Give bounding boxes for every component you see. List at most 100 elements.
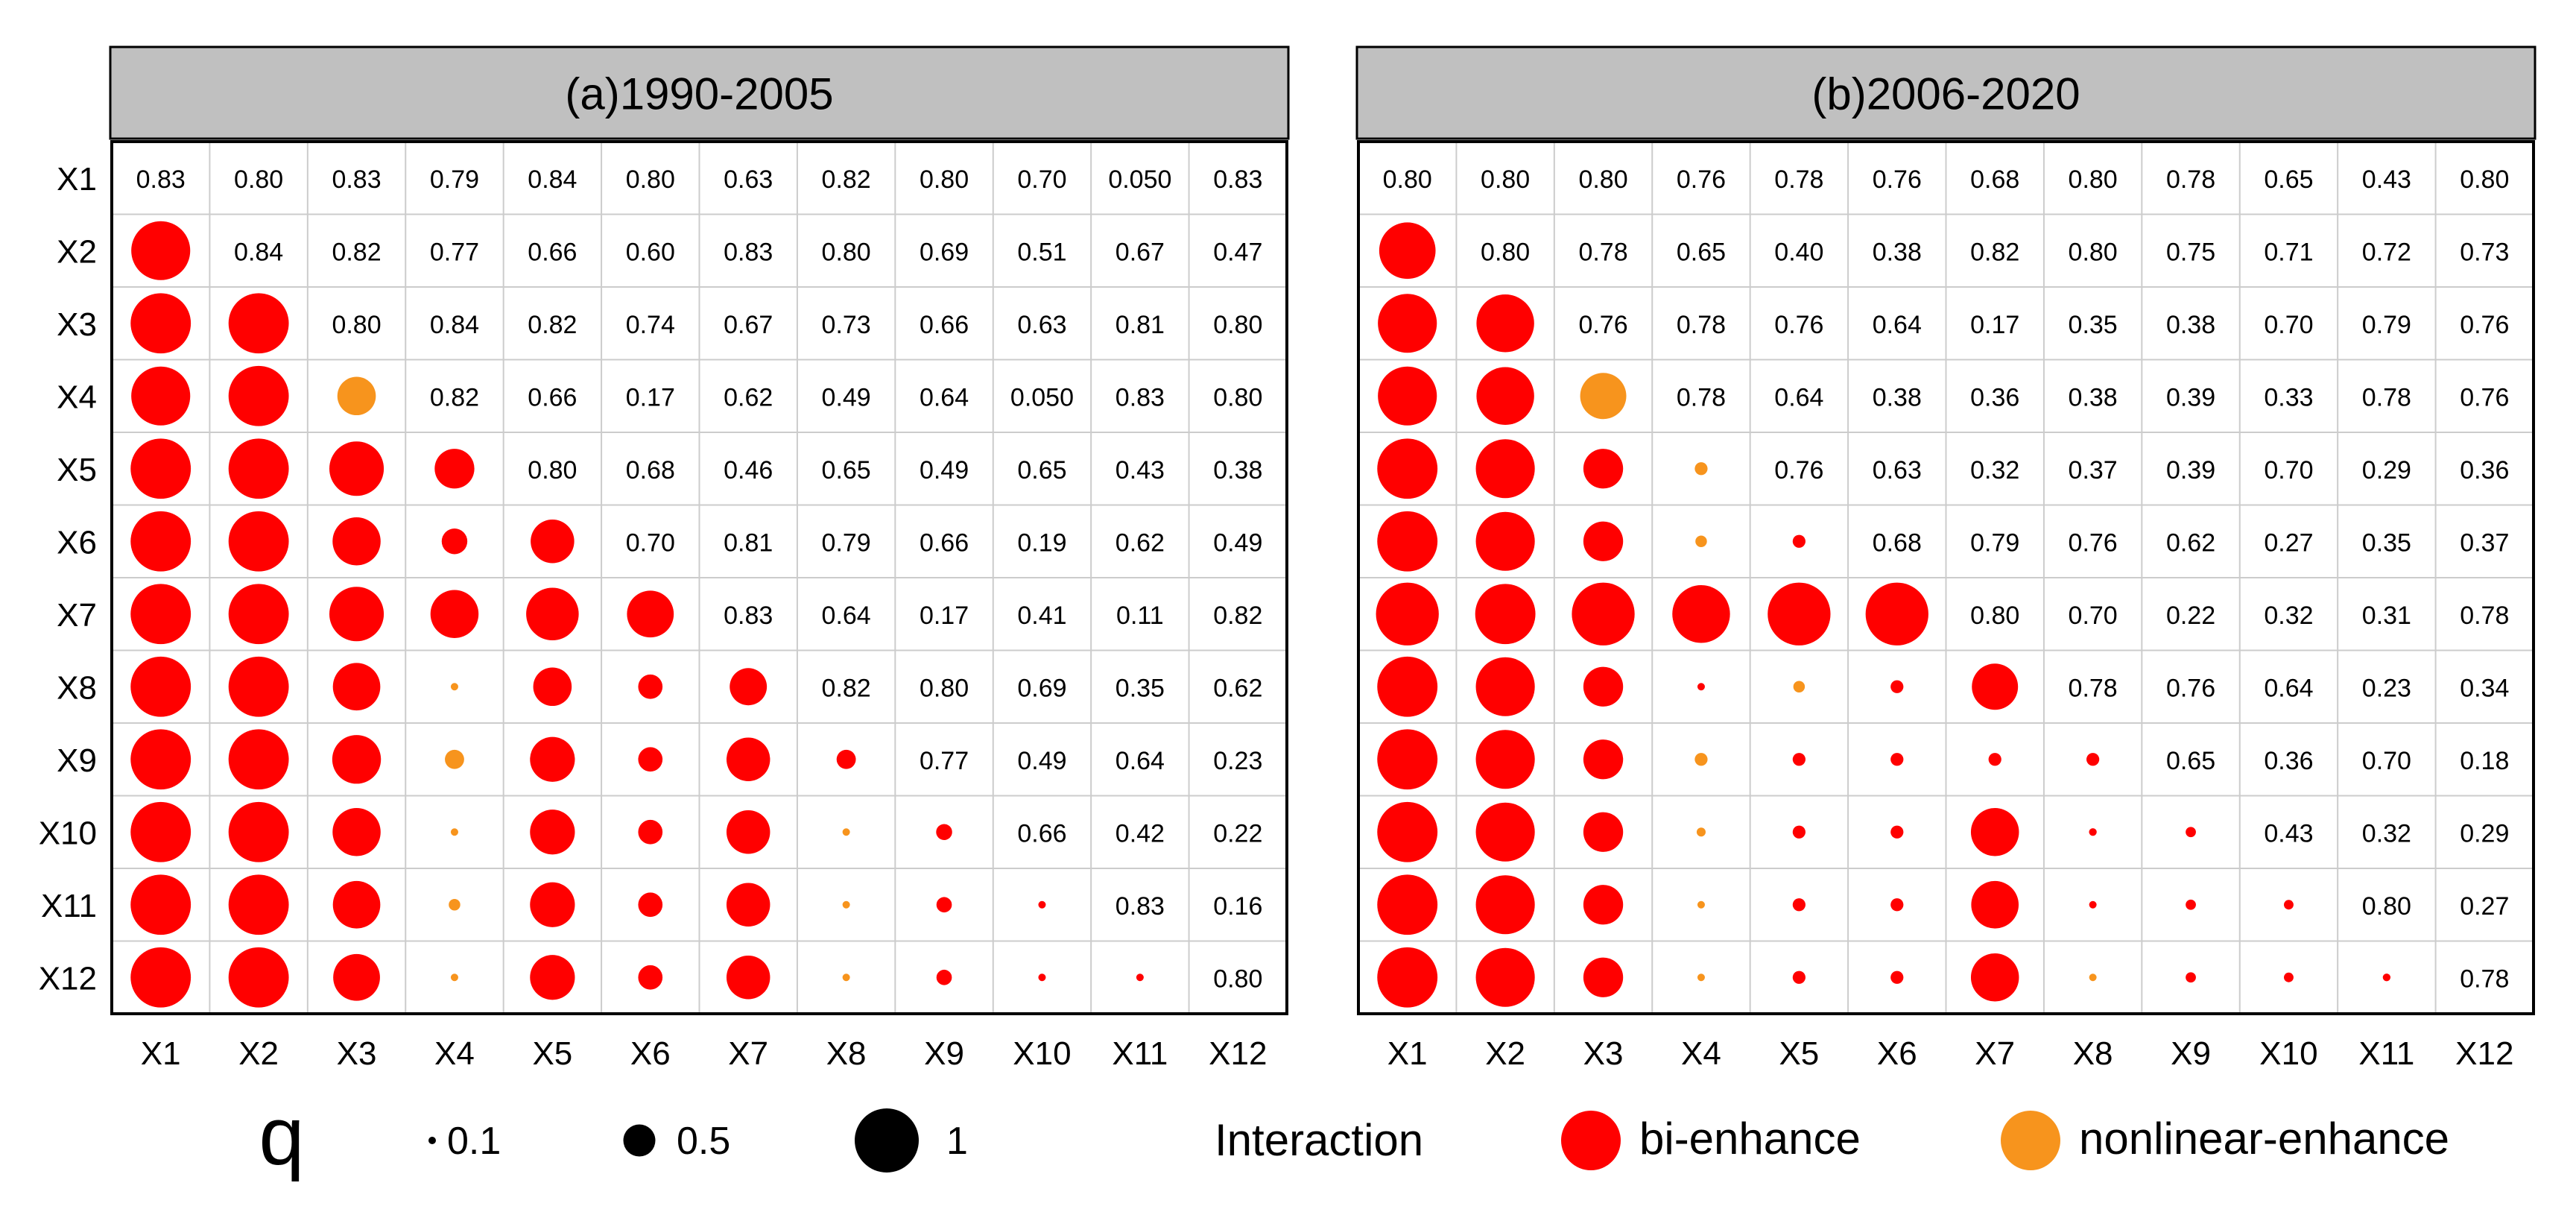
panel-b-x-tick-label: X12	[2455, 1035, 2513, 1072]
panel-a-interaction-circle	[130, 729, 192, 790]
panel-b-interaction-circle	[1377, 511, 1438, 572]
panel-b-interaction-circle	[2089, 900, 2097, 909]
panel-b-value-label: 0.35	[2362, 528, 2411, 557]
legend-size-swatch	[623, 1124, 656, 1157]
panel-a-x-tick-label: X7	[728, 1035, 768, 1072]
panel-a-interaction-circle	[450, 683, 458, 691]
panel-b-interaction-circle	[1792, 753, 1806, 766]
panel-b-value-label: 0.71	[2264, 238, 2313, 266]
panel-b-interaction-circle	[1890, 898, 1904, 912]
panel-b-value-label: 0.79	[1970, 528, 2019, 557]
panel-a-interaction-circle	[936, 897, 952, 913]
panel-a-interaction-circle	[530, 955, 575, 1000]
panel-b-value-label: 0.80	[1481, 238, 1530, 266]
panel-b-value-label: 0.70	[2264, 311, 2313, 339]
panel-a-value-label: 0.77	[430, 238, 479, 266]
panel-b-x-tick-label: X1	[1387, 1035, 1428, 1072]
panel-b-value-label: 0.68	[1970, 165, 2019, 194]
panel-b-value-label: 0.22	[2166, 602, 2215, 630]
panel-a-value-label: 0.16	[1213, 892, 1262, 921]
panel-b-interaction-circle	[1792, 534, 1806, 548]
panel-a-interaction-circle	[533, 667, 572, 707]
panel-a-interaction-circle	[333, 953, 380, 1001]
panel-b-value-label: 0.23	[2362, 674, 2411, 702]
panel-b-value-label: 0.65	[2264, 165, 2313, 194]
y-tick-label: X8	[57, 669, 97, 706]
panel-a-interaction-circle	[131, 366, 191, 426]
panel-a-interaction-circle	[1038, 900, 1046, 909]
panel-a-value-label: 0.66	[920, 311, 969, 339]
panel-b-value-label: 0.80	[2069, 238, 2118, 266]
panel-a-value-label: 0.82	[430, 383, 479, 411]
panel-b-interaction-circle	[1376, 582, 1439, 646]
legend-color-swatch	[1561, 1111, 1621, 1170]
panel-a-interaction-circle	[131, 221, 191, 280]
panel-a-x-tick-label: X3	[337, 1035, 377, 1072]
panel-b-interaction-circle	[1583, 449, 1624, 489]
panel-b-interaction-circle	[1694, 462, 1708, 476]
panel-a-interaction-circle	[936, 824, 952, 840]
panel-b-value-label: 0.78	[1677, 383, 1726, 411]
panel-a-interaction-circle	[450, 828, 458, 836]
panel-b-value-label: 0.75	[2166, 238, 2215, 266]
panel-b-x-tick-label: X5	[1779, 1035, 1819, 1072]
panel-b-x-tick-label: X2	[1485, 1035, 1525, 1072]
panel-b-interaction-circle	[1580, 373, 1627, 420]
panel-b-interaction-circle	[1793, 681, 1806, 692]
legend-size-label: 0.1	[447, 1120, 501, 1163]
panel-a-x-tick-label: X12	[1209, 1035, 1267, 1072]
panel-b-interaction-circle	[1792, 825, 1806, 839]
panel-a-interaction-circle	[130, 874, 192, 935]
panel-b-value-label: 0.43	[2264, 819, 2313, 848]
panel-b-frame	[1357, 140, 2535, 1015]
panel-b-value-label: 0.78	[1578, 238, 1627, 266]
panel-a-interaction-circle	[836, 749, 856, 769]
panel-b-interaction-circle	[1377, 438, 1438, 499]
panel-a-interaction-circle	[332, 663, 381, 711]
panel-b-value-label: 0.65	[2166, 747, 2215, 775]
panel-a-value-label: 0.49	[920, 456, 969, 485]
panel-b-interaction-circle	[1672, 585, 1730, 643]
panel-a-value-label: 0.83	[1115, 892, 1165, 921]
panel-b-interaction-circle	[1572, 582, 1635, 646]
panel-a-value-label: 0.66	[528, 383, 577, 411]
panel-a-value-label: 0.69	[1017, 674, 1066, 702]
panel-a-interaction-circle	[130, 584, 192, 645]
panel-b-interaction-circle	[1694, 753, 1708, 766]
panel-b-value-label: 0.82	[1970, 238, 2019, 266]
panel-a-value-label: 0.050	[1010, 383, 1074, 411]
panel-b-interaction-circle	[1475, 511, 1535, 571]
panel-a-value-label: 0.82	[822, 165, 871, 194]
panel-a-value-label: 0.84	[234, 238, 283, 266]
panel-b-value-label: 0.80	[1383, 165, 1432, 194]
panel-a-value-label: 0.64	[920, 383, 969, 411]
panel-a-interaction-circle	[638, 819, 663, 845]
panel-a-interaction-circle	[842, 973, 850, 982]
panel-a-value-label: 0.65	[1017, 456, 1066, 485]
panel-b-value-label: 0.64	[2264, 674, 2313, 702]
panel-a-interaction-circle	[638, 747, 663, 772]
panel-b-x-tick-label: X11	[2358, 1035, 2414, 1072]
legend-size-title: q	[259, 1091, 304, 1182]
legend-size-swatch	[428, 1137, 436, 1144]
legend-color-swatch	[2001, 1111, 2060, 1170]
panel-a-value-label: 0.84	[528, 165, 577, 194]
panel-a-value-label: 0.77	[920, 747, 969, 775]
panel-a-x-tick-label: X4	[434, 1035, 475, 1072]
panel-b-value-label: 0.17	[1970, 311, 2019, 339]
panel-a-interaction-circle	[530, 736, 575, 782]
panel-b-x-tick-label: X9	[2171, 1035, 2211, 1072]
panel-a-interaction-circle	[228, 438, 289, 499]
panel-a-interaction-circle	[842, 828, 850, 836]
panel-a-interaction-circle	[332, 880, 381, 929]
panel-b-value-label: 0.29	[2460, 819, 2509, 848]
panel-b-value-label: 0.36	[2460, 456, 2509, 485]
panel-b-interaction-circle	[1792, 898, 1806, 912]
panel-b-value-label: 0.76	[1677, 165, 1726, 194]
panel-b-interaction-circle	[1890, 971, 1904, 984]
panel-b-interaction-circle	[1768, 582, 1831, 646]
panel-a-value-label: 0.17	[920, 602, 969, 630]
y-tick-label: X12	[39, 960, 97, 997]
panel-a-interaction-circle	[638, 892, 663, 918]
panel-b-value-label: 0.80	[2362, 892, 2411, 921]
